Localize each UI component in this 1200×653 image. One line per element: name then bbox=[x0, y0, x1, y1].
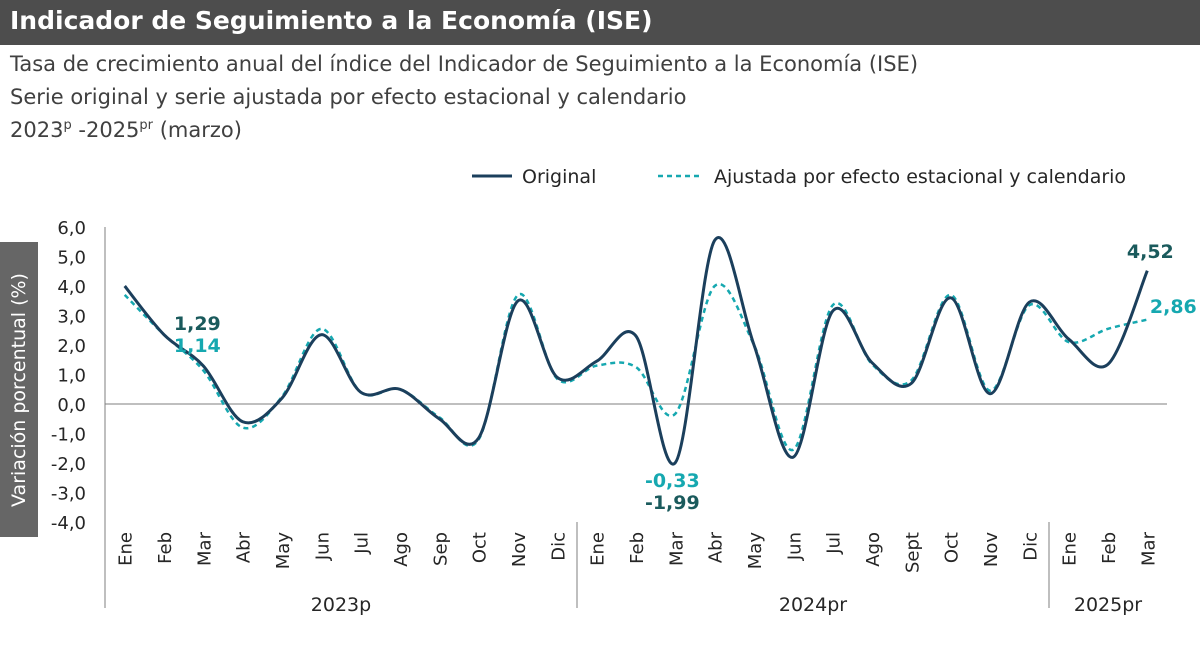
data-label-original: 4,52 bbox=[1127, 241, 1174, 263]
year-group-label: 2024pr bbox=[779, 594, 847, 616]
x-tick-label: Oct bbox=[942, 532, 963, 563]
x-tick-label: Abr bbox=[706, 531, 727, 563]
y-tick-label: 3,0 bbox=[57, 307, 86, 328]
subtitle-line-3: 2023p -2025pr (marzo) bbox=[10, 118, 242, 142]
year-group-label: 2023p bbox=[311, 594, 371, 616]
data-label-adjusted: 1,14 bbox=[174, 335, 221, 357]
x-tick-label: Jun bbox=[312, 532, 333, 561]
data-label-adjusted: -0,33 bbox=[645, 470, 700, 492]
x-tick-label: May bbox=[273, 532, 294, 570]
x-tick-label: Dic bbox=[548, 532, 569, 561]
x-tick-label: Nov bbox=[981, 532, 1002, 567]
subtitle-year-end: -2025 bbox=[71, 118, 140, 142]
year-group-label: 2025pr bbox=[1074, 594, 1142, 616]
x-tick-label: Ene bbox=[588, 532, 609, 566]
x-tick-label: May bbox=[745, 532, 766, 570]
x-tick-label: Mar bbox=[1138, 531, 1159, 566]
x-tick-label: Mar bbox=[194, 531, 215, 566]
x-tick-label: Nov bbox=[509, 532, 530, 567]
subtitle-month: (marzo) bbox=[153, 118, 242, 142]
y-tick-label: -4,0 bbox=[51, 513, 86, 534]
y-tick-label: 4,0 bbox=[57, 277, 86, 298]
y-tick-label: -1,0 bbox=[51, 425, 86, 446]
subtitle-line-2: Serie original y serie ajustada por efec… bbox=[10, 85, 687, 109]
x-tick-label: Oct bbox=[470, 532, 491, 563]
x-tick-label: Ene bbox=[116, 532, 137, 566]
x-tick-label: Jul bbox=[824, 532, 845, 555]
x-tick-label: Jun bbox=[784, 532, 805, 561]
series-line-original bbox=[123, 236, 1149, 466]
subtitle-sup-pr: pr bbox=[139, 118, 154, 133]
x-tick-label: Abr bbox=[234, 531, 255, 563]
y-tick-label: 5,0 bbox=[57, 248, 86, 269]
x-tick-label: Dic bbox=[1020, 532, 1041, 561]
y-axis-label-box bbox=[0, 242, 38, 537]
legend-label-adjusted: Ajustada por efecto estacional y calenda… bbox=[714, 166, 1126, 188]
y-tick-label: -3,0 bbox=[51, 484, 86, 505]
x-tick-label: Feb bbox=[1099, 532, 1120, 564]
y-tick-label: 0,0 bbox=[57, 395, 86, 416]
legend-label-original: Original bbox=[522, 166, 596, 188]
title-bar: Indicador de Seguimiento a la Economía (… bbox=[0, 0, 1200, 45]
subtitle-line-1: Tasa de crecimiento anual del índice del… bbox=[10, 52, 919, 76]
y-tick-label: 2,0 bbox=[57, 336, 86, 357]
x-tick-label: Feb bbox=[627, 532, 648, 564]
x-tick-label: Ago bbox=[863, 532, 884, 567]
x-tick-label: Jul bbox=[352, 532, 373, 555]
chart-title: Indicador de Seguimiento a la Economía (… bbox=[10, 6, 653, 35]
series-line-adjusted bbox=[123, 282, 1148, 451]
y-tick-label: 1,0 bbox=[57, 366, 86, 387]
x-tick-label: Ago bbox=[391, 532, 412, 567]
data-label-adjusted: 2,86 bbox=[1150, 296, 1197, 318]
x-tick-label: Sep bbox=[430, 532, 451, 566]
y-tick-label: -2,0 bbox=[51, 454, 86, 475]
x-tick-label: Ene bbox=[1060, 532, 1081, 566]
x-tick-label: Mar bbox=[666, 531, 687, 566]
subtitle-year-start: 2023 bbox=[10, 118, 64, 142]
x-tick-label: Sept bbox=[902, 532, 923, 573]
x-tick-label: Feb bbox=[155, 532, 176, 564]
data-label-original: 1,29 bbox=[174, 313, 221, 335]
data-label-original: -1,99 bbox=[645, 492, 700, 514]
y-tick-label: 6,0 bbox=[57, 218, 86, 239]
subtitle-sup-p: p bbox=[63, 118, 72, 133]
